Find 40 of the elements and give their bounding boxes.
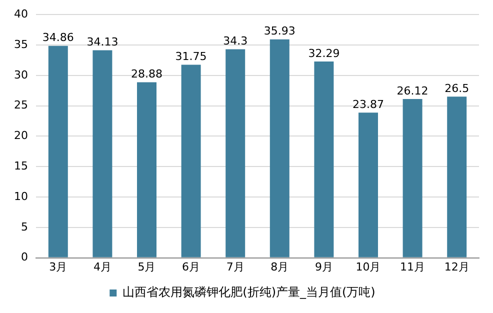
y-tick-label: 20 xyxy=(14,129,28,142)
bar xyxy=(92,50,112,258)
y-tick-label: 10 xyxy=(14,190,28,203)
data-label: 32.29 xyxy=(308,46,340,60)
bar xyxy=(447,96,467,258)
x-tick-label: 11月 xyxy=(400,260,426,274)
bar xyxy=(226,49,246,258)
data-label: 34.13 xyxy=(86,36,118,49)
bar xyxy=(314,61,334,258)
x-tick-label: 8月 xyxy=(270,260,289,274)
bar xyxy=(358,112,378,258)
x-tick-label: 7月 xyxy=(226,260,244,274)
y-tick-label: 0 xyxy=(20,250,28,264)
bar xyxy=(137,82,156,258)
x-tick-label: 5月 xyxy=(138,260,156,274)
data-label: 34.3 xyxy=(223,34,248,48)
legend-label: 山西省农用氮磷钾化肥(折纯)产量_当月值(万吨) xyxy=(122,285,376,300)
y-tick-label: 30 xyxy=(14,68,28,82)
data-label: 35.93 xyxy=(264,24,296,38)
x-tick-label: 3月 xyxy=(49,260,68,274)
x-tick-label: 10月 xyxy=(356,260,381,274)
data-label: 34.86 xyxy=(42,31,74,44)
y-tick-label: 40 xyxy=(14,7,28,20)
y-tick-label: 15 xyxy=(14,159,28,172)
y-tick-label: 25 xyxy=(14,98,28,112)
bar xyxy=(181,64,201,258)
x-tick-label: 4月 xyxy=(93,260,112,274)
x-tick-label: 6月 xyxy=(182,260,200,274)
data-label: 23.87 xyxy=(352,98,384,112)
y-tick-label: 35 xyxy=(14,38,28,51)
y-tick-label: 5 xyxy=(20,220,28,234)
bar xyxy=(270,39,290,258)
x-tick-label: 12月 xyxy=(444,260,470,274)
bar xyxy=(48,46,68,258)
bar xyxy=(402,98,422,258)
data-label: 26.5 xyxy=(444,82,470,96)
data-label: 26.12 xyxy=(396,84,428,98)
data-label: 31.75 xyxy=(175,50,207,64)
x-tick-label: 9月 xyxy=(314,260,333,274)
data-label: 28.88 xyxy=(131,68,162,81)
